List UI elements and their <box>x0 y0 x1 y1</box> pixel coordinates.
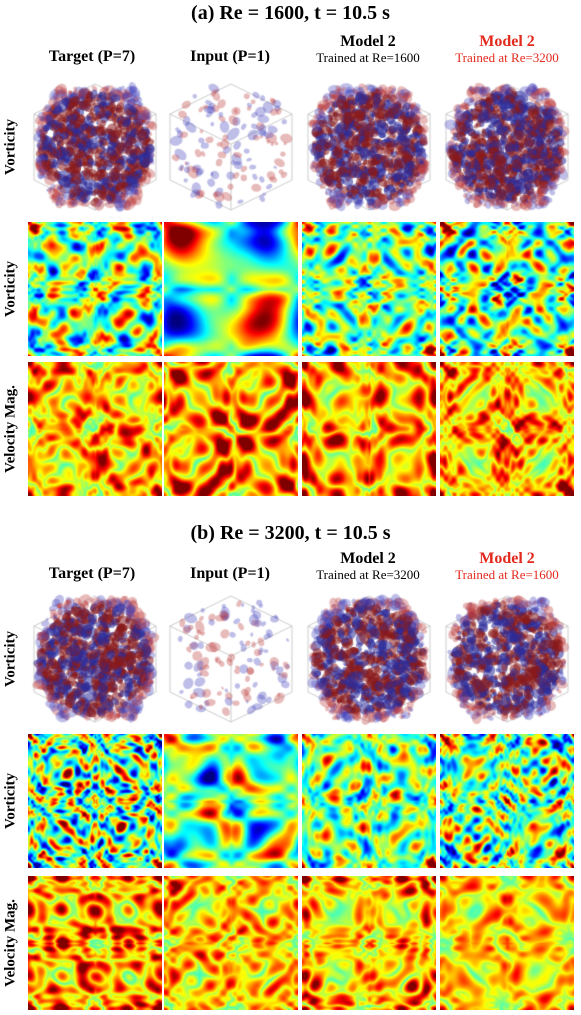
section-a-col3-header: Model 2 Trained at Re=1600 <box>298 33 438 65</box>
col-sub-label: Trained at Re=1600 <box>455 566 559 582</box>
section-a-col4-header: Model 2 Trained at Re=3200 <box>437 33 577 65</box>
section-b-model-vorticity-3d <box>302 592 436 726</box>
section-a-model-alt-vorticity-3d <box>440 80 574 214</box>
col-main-label: Model 2 <box>479 550 535 567</box>
section-b-target-vorticity-slice <box>28 734 162 868</box>
section-a-row1-label: Vorticity <box>2 118 19 176</box>
section-b-col4-header: Model 2 Trained at Re=1600 <box>437 550 577 582</box>
col-main-label: Model 2 <box>340 33 396 50</box>
section-b-row2-label: Vorticity <box>2 772 19 830</box>
section-a-col1-header: Target (P=7) <box>22 48 162 66</box>
col-main-label: Input (P=1) <box>190 48 270 65</box>
col-main-label: Model 2 <box>340 550 396 567</box>
section-a-model-vorticity-slice <box>302 222 436 356</box>
section-b-model-vorticity-slice <box>302 734 436 868</box>
section-b-model-alt-velocity-slice <box>440 876 574 1010</box>
section-b-target-vorticity-3d <box>28 592 162 726</box>
section-a-title: (a) Re = 1600, t = 10.5 s <box>191 2 390 24</box>
col-main-label: Target (P=7) <box>48 48 136 65</box>
section-a-model-alt-vorticity-slice <box>440 222 574 356</box>
section-a-row3-label: Velocity Mag. <box>2 385 19 473</box>
section-a-input-vorticity-3d <box>164 80 298 214</box>
section-b-col3-header: Model 2 Trained at Re=3200 <box>298 550 438 582</box>
section-a-col2-header: Input (P=1) <box>160 48 300 66</box>
section-a-input-vorticity-slice <box>164 222 298 356</box>
section-b-model-velocity-slice <box>302 876 436 1010</box>
section-b-title: (b) Re = 3200, t = 10.5 s <box>190 522 391 544</box>
col-sub-label: Trained at Re=1600 <box>316 49 420 65</box>
section-b-row3-label: Velocity Mag. <box>2 899 19 987</box>
section-b-col1-header: Target (P=7) <box>22 565 162 583</box>
section-a-model-velocity-slice <box>302 362 436 496</box>
section-a-row2-label: Vorticity <box>2 260 19 318</box>
section-b-col2-header: Input (P=1) <box>160 565 300 583</box>
section-a-input-velocity-slice <box>164 362 298 496</box>
section-b-input-vorticity-slice <box>164 734 298 868</box>
col-main-label: Target (P=7) <box>48 565 136 582</box>
section-a-target-velocity-slice <box>28 362 162 496</box>
section-b-input-velocity-slice <box>164 876 298 1010</box>
col-sub-label: Trained at Re=3200 <box>455 49 559 65</box>
section-b-target-velocity-slice <box>28 876 162 1010</box>
section-a-target-vorticity-slice <box>28 222 162 356</box>
col-sub-label: Trained at Re=3200 <box>316 566 420 582</box>
section-b-model-alt-vorticity-3d <box>440 592 574 726</box>
col-main-label: Model 2 <box>479 33 535 50</box>
section-a-target-vorticity-3d <box>28 80 162 214</box>
col-main-label: Input (P=1) <box>190 565 270 582</box>
section-a-model-vorticity-3d <box>302 80 436 214</box>
section-b-input-vorticity-3d <box>164 592 298 726</box>
section-b-model-alt-vorticity-slice <box>440 734 574 868</box>
section-a-model-alt-velocity-slice <box>440 362 574 496</box>
section-b-row1-label: Vorticity <box>2 630 19 688</box>
